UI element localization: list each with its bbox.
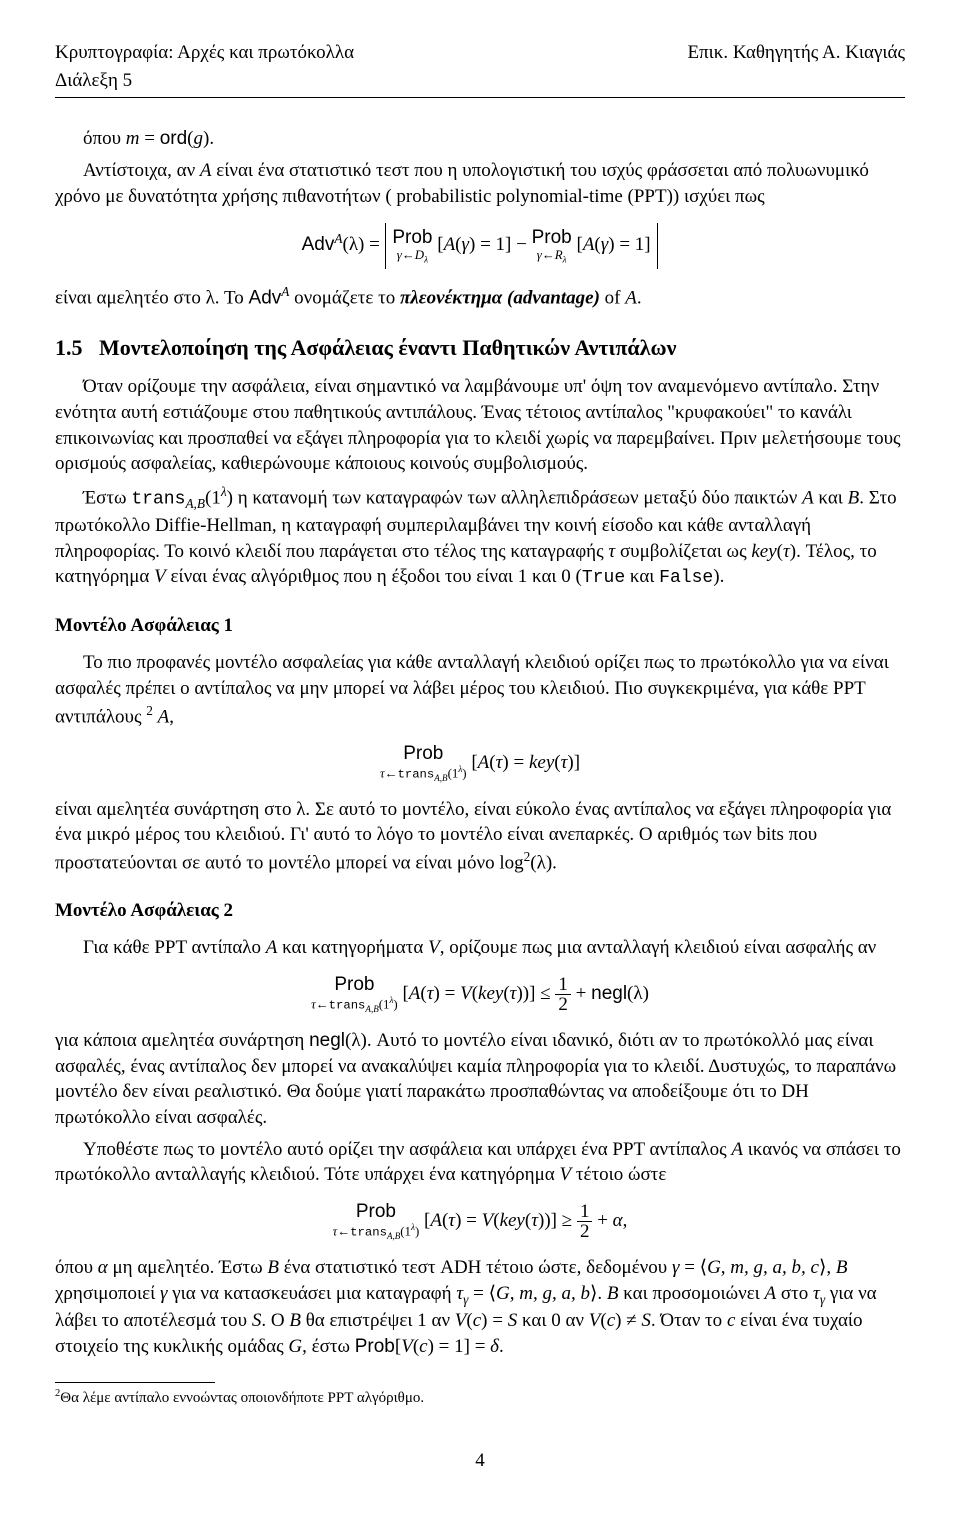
frac-den: 2 — [555, 994, 571, 1014]
equation-model2: Probτ←transA,B(1λ) [A(τ) = V(key(τ))] ≤ … — [55, 975, 905, 1014]
paragraph-ppt: Αντίστοιχα, αν A είναι ένα στατιστικό τε… — [55, 158, 905, 209]
equation-breaker: Probτ←transA,B(1λ) [A(τ) = V(key(τ))] ≥ … — [55, 1202, 905, 1241]
text: είναι αμελητέο στο λ. Το — [55, 287, 249, 308]
text: ). — [713, 566, 724, 587]
paragraph-model1-insuff: είναι αμελητέα συνάρτηση στο λ. Σε αυτό … — [55, 797, 905, 876]
text: Αντίστοιχα, αν — [83, 160, 200, 181]
model-1-title: Μοντέλο Ασφάλειας 1 — [55, 613, 905, 639]
frac-num: 1 — [577, 1202, 593, 1221]
text: Το πιο προφανές μοντέλο ασφαλείας για κά… — [55, 652, 889, 727]
page-header: Κρυπτογραφία: Αρχές και πρωτόκολλα Επικ.… — [55, 40, 905, 66]
page-number: 4 — [55, 1448, 905, 1474]
header-professor: Επικ. Καθηγητής Α. Κιαγιάς — [687, 40, 905, 66]
frac-num: 1 — [555, 975, 571, 994]
text: Έστω — [83, 487, 131, 508]
paragraph-suppose-model: Υποθέστε πως το μοντέλο αυτό ορίζει την … — [55, 1137, 905, 1188]
equation-advantage: AdvA(λ) = Probγ←Dλ [A(γ) = 1] − Probγ←Rλ… — [55, 223, 905, 269]
false-literal: False — [659, 568, 713, 588]
footnote-text: Θα λέμε αντίπαλο εννοώντας οποιονδήποτε … — [60, 1390, 424, 1406]
paragraph-model1-intro: Το πιο προφανές μοντέλο ασφαλείας για κά… — [55, 650, 905, 729]
section-heading: Μοντελοποίηση της Ασφάλειας έναντι Παθητ… — [99, 335, 676, 360]
text: (λ). — [530, 852, 557, 873]
paragraph-passive-adv: Όταν ορίζουμε την ασφάλεια, είναι σημαντ… — [55, 374, 905, 477]
paragraph-model2-intro: Για κάθε PPT αντίπαλο A και κατηγορήματα… — [55, 935, 905, 961]
header-course: Κρυπτογραφία: Αρχές και πρωτόκολλα — [55, 40, 354, 66]
section-1-5-title: 1.5 Μοντελοποίηση της Ασφάλειας έναντι Π… — [55, 333, 905, 363]
true-literal: True — [582, 568, 625, 588]
advantage-term: πλεονέκτημα (advantage) — [400, 287, 600, 308]
equation-model1: Probτ←transA,B(1λ) [A(τ) = key(τ)] — [55, 744, 905, 783]
footnote-rule — [55, 1382, 215, 1383]
text: είναι αμελητέα συνάρτηση στο λ. Σε αυτό … — [55, 799, 891, 874]
paragraph-alpha-nonnegl: όπου α μη αμελητέο. Έστω B ένα στατιστικ… — [55, 1255, 905, 1360]
adv-label: Adv — [249, 287, 282, 308]
paragraph-model2-ideal: για κάποια αμελητέα συνάρτηση negl(λ). Α… — [55, 1028, 905, 1131]
paragraph-trans-def: Έστω transA,B(1λ) η κατανομή των καταγρα… — [55, 483, 905, 591]
footnote-2: 2Θα λέμε αντίπαλο εννοώντας οποιονδήποτε… — [55, 1387, 905, 1408]
text: ονομάζετε το — [289, 287, 400, 308]
opening-line: όπου m = ord(g). — [83, 126, 905, 152]
header-lecture: Διάλεξη 5 — [55, 68, 905, 94]
header-rule — [55, 97, 905, 98]
section-number: 1.5 — [55, 335, 83, 360]
text: και — [625, 566, 659, 587]
model-2-title: Μοντέλο Ασφάλειας 2 — [55, 898, 905, 924]
frac-den: 2 — [577, 1221, 593, 1241]
paragraph-adv-name: είναι αμελητέο στο λ. Το AdvA ονομάζετε … — [55, 283, 905, 311]
